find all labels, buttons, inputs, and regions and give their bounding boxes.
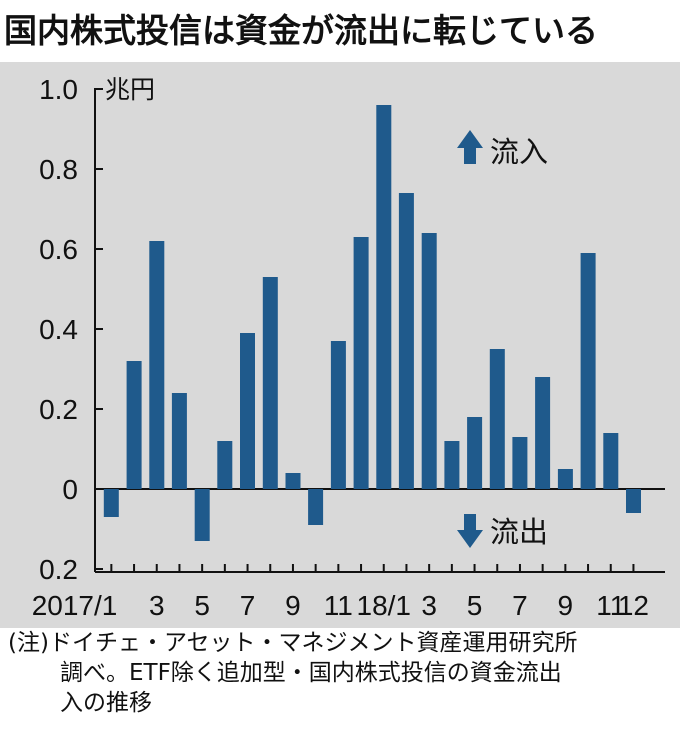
bar xyxy=(603,433,619,489)
bar xyxy=(126,361,142,489)
y-unit-label: 兆円 xyxy=(105,75,155,104)
inflow-label: 流入 xyxy=(490,135,548,169)
y-tick-label: 0 xyxy=(62,474,78,505)
x-tick-label: 9 xyxy=(558,590,574,621)
bar xyxy=(512,437,528,489)
x-tick-label: 9 xyxy=(285,590,301,621)
x-tick-label: 18/1 xyxy=(357,590,412,621)
chart-title: 国内株式投信は資金が流出に転じている xyxy=(0,0,680,62)
bar xyxy=(580,253,596,489)
bar xyxy=(467,417,483,489)
note-line-1: (注)ドイチェ・アセット・マネジメント資産運用研究所 xyxy=(8,630,578,656)
x-tick-label: 12 xyxy=(618,590,649,621)
bar xyxy=(217,441,233,489)
bar xyxy=(330,341,346,489)
x-tick-label: 2017/1 xyxy=(32,590,118,621)
y-tick-label: 0.2 xyxy=(39,394,78,425)
bar xyxy=(240,333,255,489)
y-tick-label: 0.4 xyxy=(39,314,78,345)
note-line-3: 入の推移 xyxy=(60,690,152,716)
x-tick-label: 7 xyxy=(240,590,256,621)
bar xyxy=(489,349,505,489)
bar xyxy=(535,377,551,489)
x-tick-label: 5 xyxy=(467,590,483,621)
bar xyxy=(171,393,187,489)
x-tick-label: 5 xyxy=(194,590,210,621)
bar xyxy=(376,105,392,489)
bar xyxy=(262,277,278,489)
y-tick-label: 1.0 xyxy=(39,74,78,105)
bar xyxy=(285,473,301,489)
bar xyxy=(149,241,165,489)
bar xyxy=(308,489,324,525)
x-tick-label: 7 xyxy=(512,590,528,621)
down-arrow-icon xyxy=(457,514,483,548)
note-line-2: 調べ。ETF除く追加型・国内株式投信の資金流出 xyxy=(60,660,562,686)
y-tick-label: 0.8 xyxy=(39,154,78,185)
x-tick-label: 3 xyxy=(149,590,165,621)
bar xyxy=(194,489,210,541)
up-arrow-icon xyxy=(457,130,483,164)
bar xyxy=(353,237,369,489)
bar xyxy=(626,489,641,513)
x-tick-label: 11 xyxy=(596,590,625,621)
bar xyxy=(557,469,573,489)
x-tick-label: 3 xyxy=(421,590,437,621)
x-tick-label: 11 xyxy=(324,590,353,621)
source-note: (注)ドイチェ・アセット・マネジメント資産運用研究所 調べ。ETF除く追加型・国… xyxy=(8,628,668,718)
bar xyxy=(103,489,119,517)
y-tick-label: 0.2 xyxy=(39,554,78,585)
y-tick-label: 0.6 xyxy=(39,234,78,265)
bar xyxy=(421,233,437,489)
bar xyxy=(444,441,460,489)
outflow-label: 流出 xyxy=(490,515,548,549)
bar xyxy=(398,193,414,489)
